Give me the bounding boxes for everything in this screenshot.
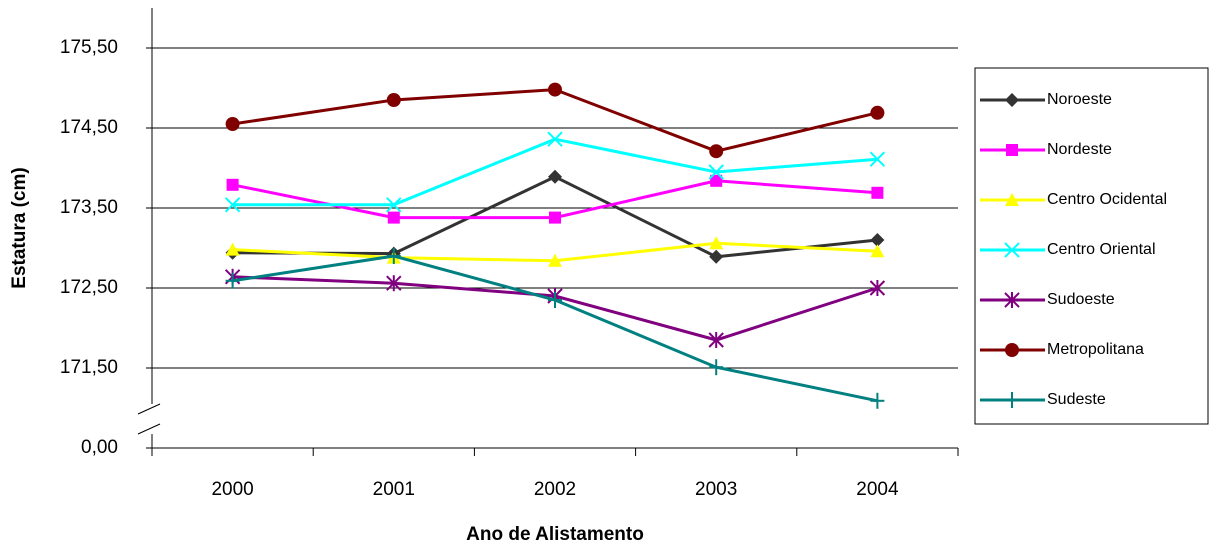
marker	[226, 178, 239, 191]
x-tick-label: 2002	[534, 479, 576, 500]
marker-shape	[1005, 193, 1019, 206]
marker	[1005, 392, 1019, 408]
marker	[709, 359, 724, 376]
marker	[710, 174, 723, 187]
marker-shape	[870, 233, 885, 247]
marker	[225, 272, 240, 289]
marker	[225, 117, 240, 131]
marker-shape	[709, 144, 724, 159]
x-axis-label: Ano de Alistamento	[466, 524, 644, 545]
y-tick-label: 175,50	[60, 37, 118, 58]
marker	[386, 197, 402, 213]
legend-label: Nordeste	[1047, 141, 1112, 158]
marker	[870, 105, 885, 120]
marker-shape	[548, 253, 562, 267]
marker	[709, 236, 724, 250]
marker	[548, 292, 562, 308]
marker	[1004, 242, 1020, 258]
marker-shape	[226, 178, 239, 191]
marker	[1005, 343, 1019, 357]
marker-shape	[710, 174, 723, 187]
marker-shape	[387, 211, 400, 224]
marker-shape	[1005, 93, 1019, 107]
marker-shape	[870, 105, 885, 120]
marker-shape	[548, 82, 562, 97]
y-axis-label: Estatura (cm)	[9, 167, 30, 288]
y-tick-label: 173,50	[60, 197, 118, 218]
marker-shape	[709, 249, 724, 264]
marker	[1005, 193, 1019, 206]
marker-shape	[870, 244, 885, 258]
marker	[386, 248, 401, 264]
y-tick-label: 174,50	[60, 117, 118, 138]
legend-label: Centro Oriental	[1047, 241, 1156, 258]
marker-shape	[708, 164, 724, 180]
marker-shape	[1004, 242, 1020, 258]
marker	[387, 211, 400, 224]
marker-shape	[224, 197, 241, 213]
marker	[870, 392, 885, 409]
marker	[386, 275, 402, 292]
marker	[548, 82, 562, 97]
marker	[225, 242, 240, 256]
x-tick-label: 2004	[856, 479, 899, 500]
marker-shape	[386, 93, 401, 107]
marker	[548, 253, 562, 267]
marker	[709, 249, 724, 264]
marker	[870, 244, 885, 258]
marker	[708, 164, 724, 180]
y-tick-label: 0,00	[81, 437, 118, 458]
marker	[547, 131, 563, 147]
series-line	[232, 88, 878, 153]
legend-label: Centro Ocidental	[1047, 191, 1167, 208]
legend-label: Sudoeste	[1047, 291, 1115, 308]
marker	[1005, 93, 1019, 107]
marker	[870, 233, 885, 247]
marker-shape	[225, 242, 240, 256]
marker	[224, 197, 241, 213]
marker	[869, 280, 886, 296]
marker-shape	[709, 236, 724, 250]
legend-label: Noroeste	[1047, 91, 1112, 108]
marker	[1006, 144, 1018, 156]
marker	[549, 211, 561, 224]
legend-box	[974, 67, 1209, 425]
axis-break-mark	[137, 423, 161, 435]
marker	[1004, 292, 1020, 308]
axis-break-mark	[137, 403, 161, 415]
marker-shape	[225, 117, 240, 131]
marker-shape	[549, 211, 561, 224]
marker	[871, 186, 884, 199]
series-line	[232, 254, 878, 403]
x-tick-label: 2001	[373, 479, 415, 500]
marker	[548, 169, 562, 184]
legend-label: Sudeste	[1047, 391, 1106, 408]
marker-shape	[1006, 144, 1018, 156]
marker-shape	[871, 186, 884, 199]
x-tick-label: 2000	[211, 479, 253, 500]
series-line	[232, 275, 878, 342]
x-tick-label: 2003	[695, 479, 737, 500]
marker-shape	[547, 131, 563, 147]
marker-shape	[548, 169, 562, 184]
y-tick-label: 172,50	[60, 277, 118, 298]
legend-label: Metropolitana	[1047, 341, 1144, 358]
marker	[869, 151, 886, 167]
marker	[709, 144, 724, 159]
marker-shape	[386, 197, 402, 213]
axis-break-gap	[140, 404, 164, 434]
marker	[386, 93, 401, 107]
marker-shape	[1005, 343, 1019, 357]
y-tick-label: 171,50	[60, 357, 118, 378]
marker	[708, 332, 724, 348]
marker-shape	[869, 151, 886, 167]
